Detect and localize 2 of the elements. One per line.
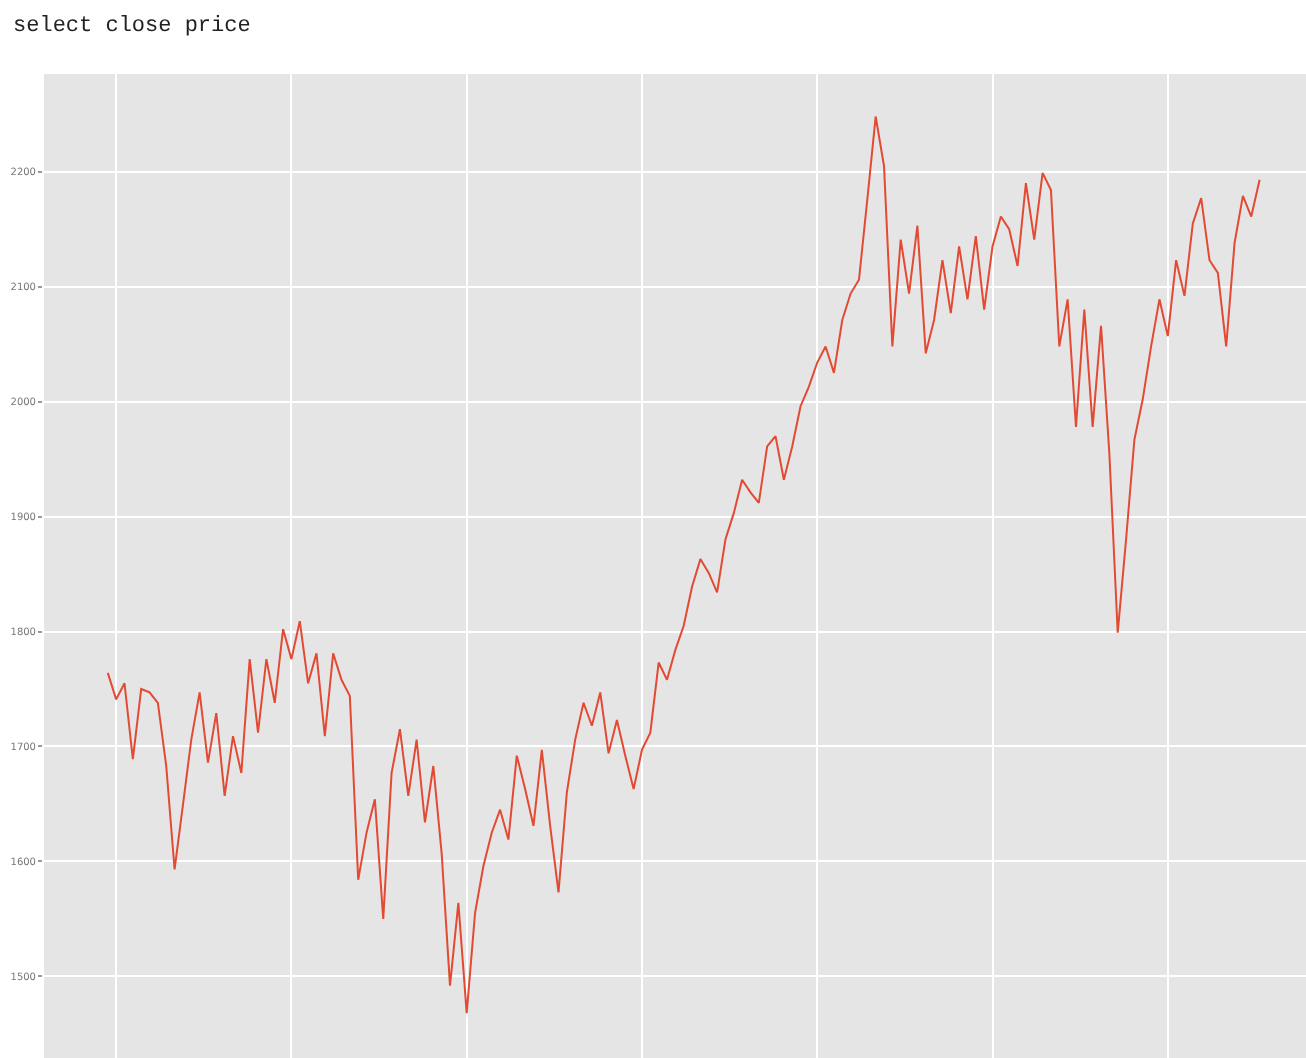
- chart-title: select close price: [13, 15, 251, 40]
- line-series: [106, 115, 1261, 1015]
